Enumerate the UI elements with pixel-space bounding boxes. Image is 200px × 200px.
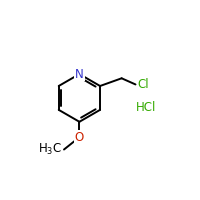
Text: HCl: HCl — [135, 101, 156, 114]
Text: H$_3$C: H$_3$C — [38, 142, 62, 157]
Text: Cl: Cl — [137, 78, 149, 91]
Text: N: N — [75, 68, 84, 81]
Text: O: O — [75, 131, 84, 144]
